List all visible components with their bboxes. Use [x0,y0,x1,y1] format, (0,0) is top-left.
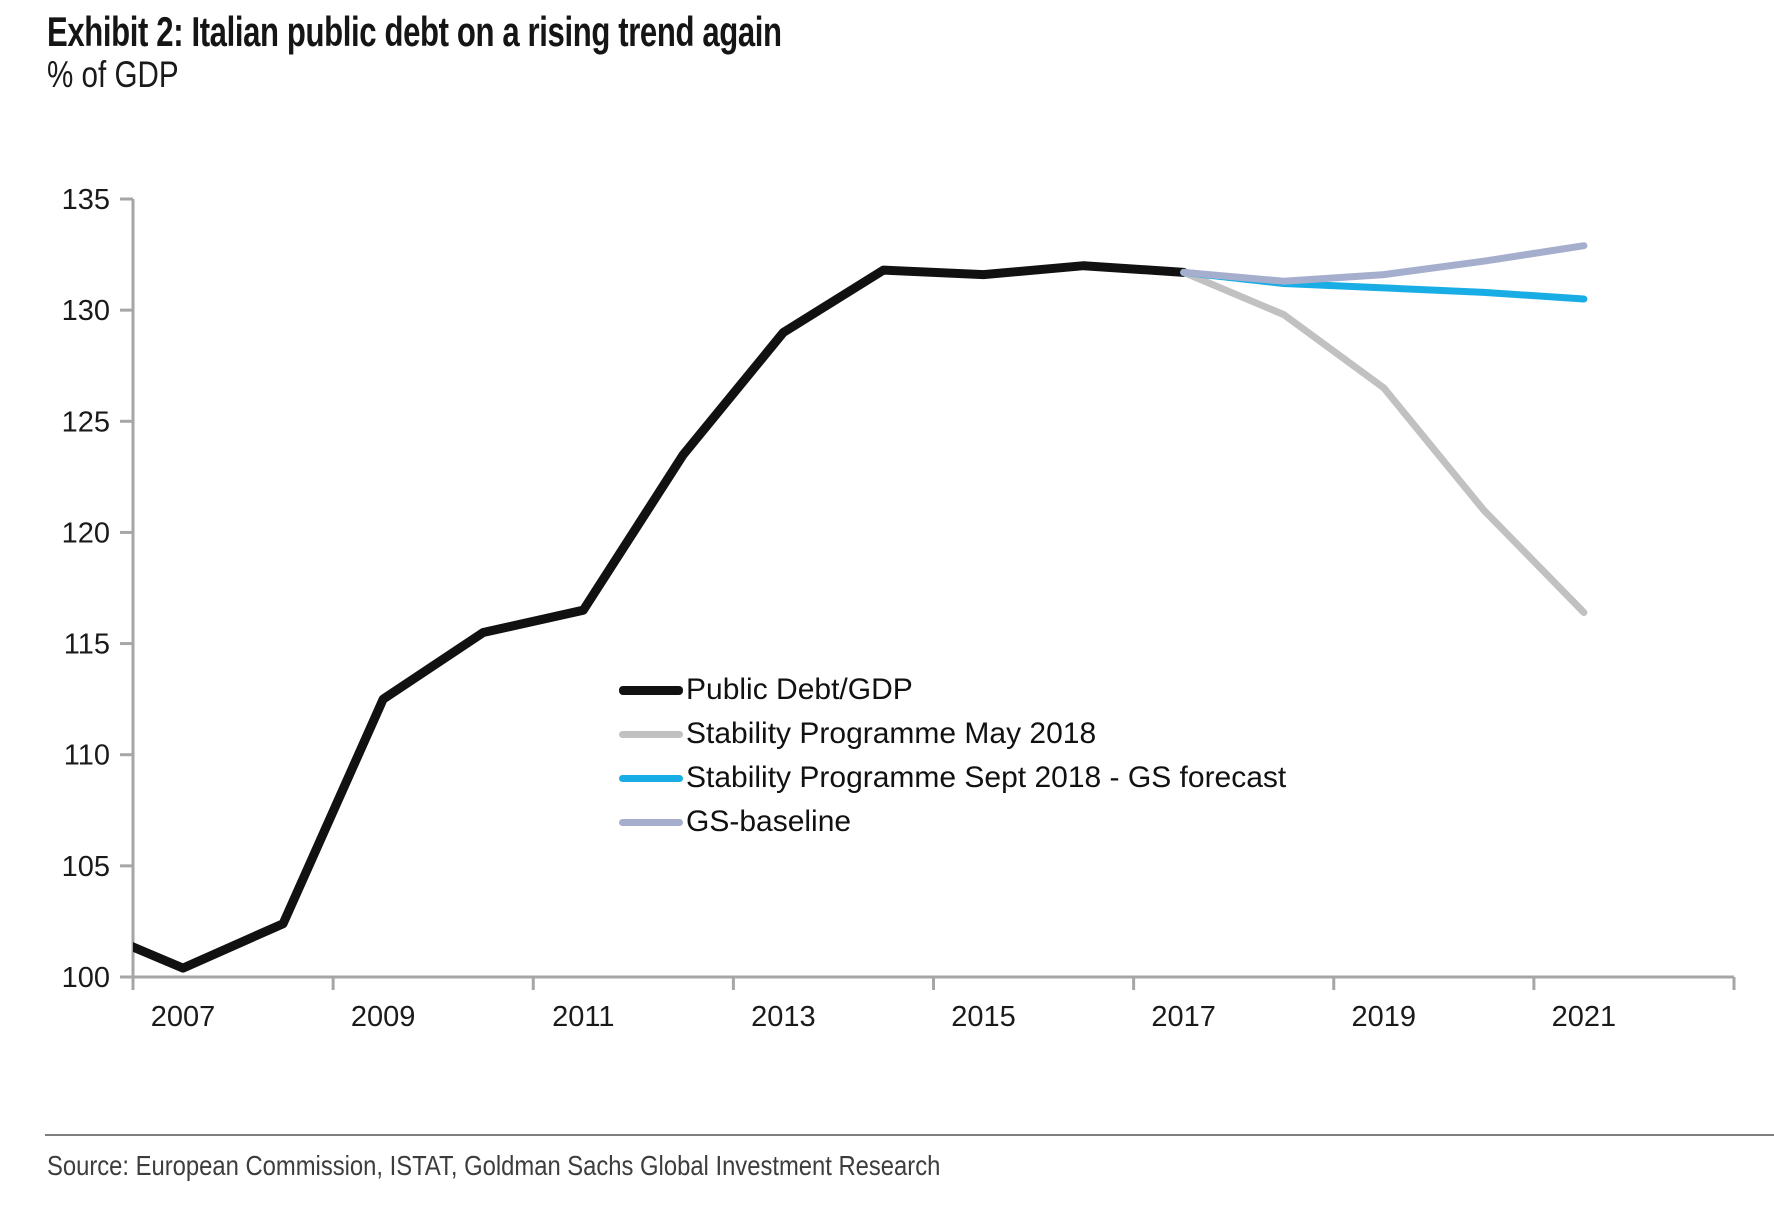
x-tick-label: 2009 [351,1001,416,1033]
chart-subtitle-units: % of GDP [47,54,212,96]
y-tick-label: 130 [62,295,110,327]
source-text: Source: European Commission, ISTAT, Gold… [47,1150,941,1181]
legend-label-gs-baseline: GS-baseline [686,805,852,838]
series-line-gs-baseline [1180,242,1588,285]
exhibit-title: Exhibit 2: Italian public debt on a risi… [47,8,1040,56]
legend-swatch-gs-baseline [619,818,683,826]
x-tick-label: 2013 [751,1001,816,1033]
legend-item-stability-programme-sept-2018-gs-forecast: Stability Programme Sept 2018 - GS forec… [619,756,1286,800]
x-tick-label: 2017 [1151,1001,1216,1033]
x-tick-label: 2015 [951,1001,1016,1033]
series-line-public-debt-gdp [133,261,1189,973]
y-tick-label: 105 [62,851,110,883]
legend-item-public-debt-gdp: Public Debt/GDP [619,668,1286,712]
exhibit-title-text: Exhibit 2: Italian public debt on a risi… [47,8,782,55]
chart-plot-area [133,242,1588,973]
footer-divider [45,1134,1774,1136]
x-tick-label: 2019 [1352,1001,1417,1033]
y-tick-label: 110 [64,740,110,772]
y-tick-label: 115 [64,629,110,661]
legend-swatch-public-debt-gdp [619,685,683,695]
legend-label-stability-programme-may-2018: Stability Programme May 2018 [686,717,1097,750]
legend-swatch-stability-programme-may-2018 [619,730,683,738]
x-tick-label: 2007 [151,1001,216,1033]
legend-item-stability-programme-may-2018: Stability Programme May 2018 [619,712,1286,756]
y-tick-label: 135 [62,184,110,216]
x-tick-label: 2021 [1552,1001,1617,1033]
y-tick-label: 125 [62,406,110,438]
legend-swatch-stability-programme-sept-2018-gs-forecast [619,774,683,782]
series-line-stability-programme-may-2018 [1180,268,1588,616]
y-tick-label: 100 [62,962,110,994]
y-tick-label: 120 [62,517,110,549]
chart-subtitle-text: % of GDP [47,54,179,95]
chart-legend: Public Debt/GDP Stability Programme May 2… [619,668,1286,844]
x-tick-label: 2011 [552,1001,614,1033]
source-line: Source: European Commission, ISTAT, Gold… [47,1150,1098,1182]
legend-label-stability-programme-sept-2018-gs-forecast: Stability Programme Sept 2018 - GS forec… [686,761,1287,794]
legend-item-gs-baseline: GS-baseline [619,800,1286,844]
legend-label-public-debt-gdp: Public Debt/GDP [686,673,913,706]
